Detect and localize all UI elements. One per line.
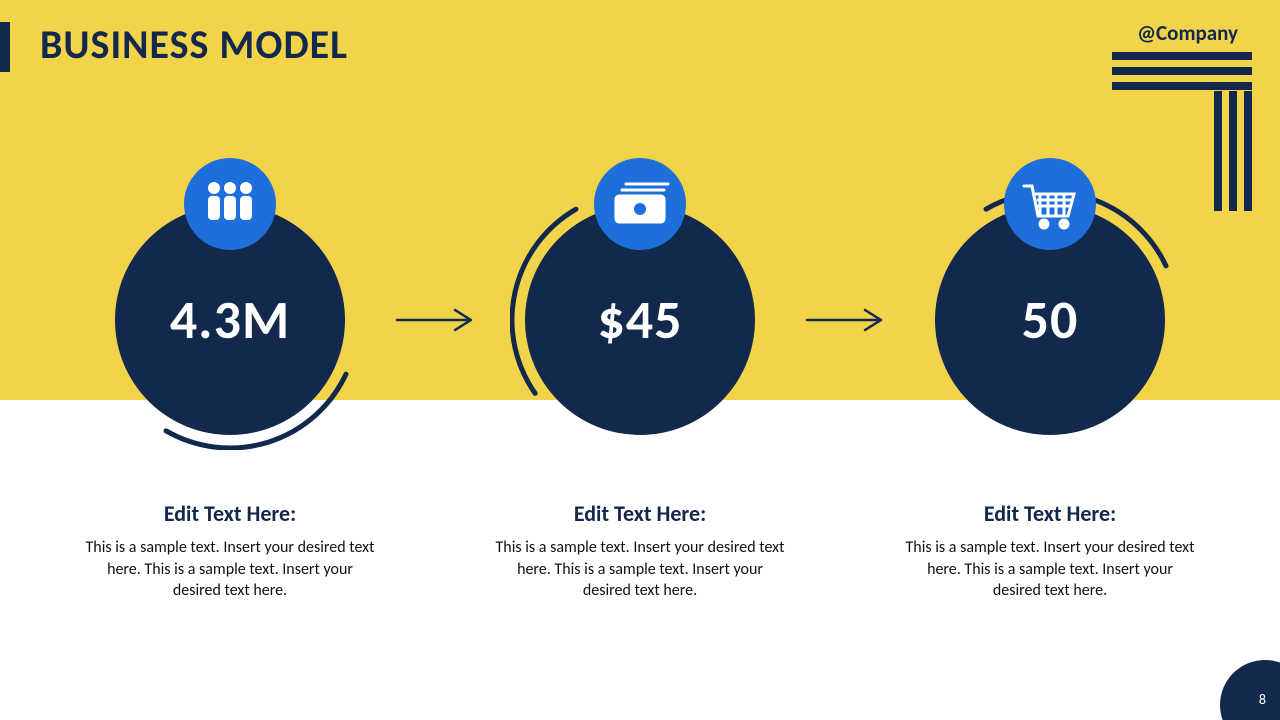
slide: BUSINESS MODEL @Company 4.3M $45 50 Edit T… — [0, 0, 1280, 720]
flow-arrow — [390, 300, 480, 340]
page-number: 8 — [1259, 691, 1266, 708]
cash-icon — [594, 158, 686, 250]
caption-block: Edit Text Here: This is a sample text. In… — [905, 500, 1195, 602]
caption-body: This is a sample text. Insert your desir… — [905, 537, 1195, 602]
caption-title: Edit Text Here: — [905, 500, 1195, 527]
metrics-row: 4.3M $45 50 — [0, 160, 1280, 480]
metric-circle: 50 — [920, 190, 1180, 450]
caption-body: This is a sample text. Insert your desir… — [85, 537, 375, 602]
page-corner — [1220, 660, 1280, 720]
caption-title: Edit Text Here: — [495, 500, 785, 527]
slide-title: BUSINESS MODEL — [40, 20, 348, 69]
metric-circle: $45 — [510, 190, 770, 450]
cart-icon — [1004, 158, 1096, 250]
caption-body: This is a sample text. Insert your desir… — [495, 537, 785, 602]
metric-value: 4.3M — [170, 287, 290, 353]
logo-line — [1112, 52, 1252, 60]
caption-block: Edit Text Here: This is a sample text. In… — [495, 500, 785, 602]
metric-circle: 4.3M — [100, 190, 360, 450]
metric-value: $45 — [597, 287, 682, 353]
flow-arrow — [800, 300, 890, 340]
captions-row: Edit Text Here: This is a sample text. In… — [0, 500, 1280, 602]
title-accent-bar — [0, 22, 10, 72]
logo-line — [1112, 67, 1252, 75]
logo-line — [1112, 82, 1252, 90]
caption-block: Edit Text Here: This is a sample text. In… — [85, 500, 375, 602]
caption-title: Edit Text Here: — [85, 500, 375, 527]
people-icon — [184, 158, 276, 250]
company-handle: @Company — [1137, 20, 1238, 46]
metric-value: 50 — [1022, 287, 1079, 353]
